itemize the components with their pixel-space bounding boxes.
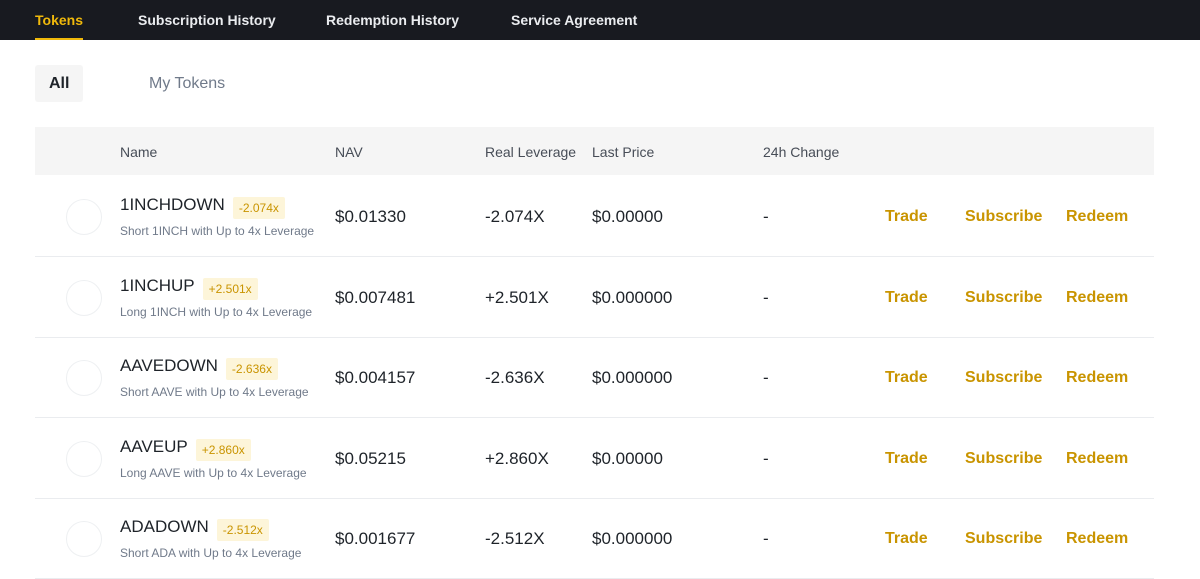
cell-change-24h: - (763, 529, 769, 549)
nav-tab[interactable]: Service Agreement (511, 12, 638, 28)
column-header: Name (120, 144, 158, 160)
cell-change-24h: - (763, 287, 769, 307)
token-icon (66, 279, 102, 316)
column-header: Last Price (592, 144, 655, 160)
cell-change-24h: - (763, 448, 769, 468)
cell-nav: $0.007481 (335, 287, 416, 307)
cell-real-leverage: -2.636X (485, 368, 545, 388)
token-name: AAVEUP (120, 436, 188, 456)
table-row (35, 337, 1154, 419)
cell-nav: $0.01330 (335, 207, 406, 226)
cell-real-leverage: +2.501X (485, 287, 549, 307)
row-action[interactable]: Redeem (1066, 530, 1129, 548)
token-icon (66, 199, 102, 235)
column-header: Real Leverage (485, 144, 577, 160)
table-row (35, 257, 1154, 338)
nav-tab[interactable]: Tokens (35, 12, 83, 40)
cell-real-leverage: -2.074X (485, 207, 545, 226)
cell-last-price: $0.000000 (592, 529, 673, 549)
row-action[interactable]: Subscribe (965, 208, 1043, 225)
table-header (35, 127, 1154, 175)
token-icon (66, 440, 102, 477)
token-description: Long 1INCH with Up to 4x Leverage (120, 304, 313, 319)
top-nav (0, 0, 1200, 40)
row-action[interactable]: Redeem (1066, 369, 1129, 387)
cell-real-leverage: -2.512X (485, 529, 545, 549)
row-action[interactable]: Trade (885, 288, 928, 306)
cell-nav: $0.004157 (335, 368, 416, 388)
token-description: Short ADA with Up to 4x Leverage (120, 546, 302, 561)
token-icon (66, 360, 102, 397)
cell-change-24h: - (763, 207, 769, 226)
nav-tab[interactable]: Redemption History (326, 12, 460, 28)
token-description: Long AAVE with Up to 4x Leverage (120, 465, 307, 480)
row-action[interactable]: Redeem (1066, 449, 1129, 467)
leverage-badge: -2.636x (225, 358, 278, 381)
token-name: 1INCHDOWN (120, 195, 225, 214)
row-action[interactable]: Trade (885, 530, 928, 548)
token-name: 1INCHUP (120, 275, 195, 295)
cell-nav: $0.05215 (335, 448, 406, 468)
token-name: ADADOWN (120, 517, 209, 537)
token-icon (66, 521, 102, 558)
cell-change-24h: - (763, 368, 769, 388)
column-header: 24h Change (763, 144, 840, 160)
nav-tab[interactable]: Subscription History (138, 12, 276, 28)
cell-nav: $0.001677 (335, 529, 416, 549)
token-description: Short 1INCH with Up to 4x Leverage (120, 224, 315, 238)
row-action[interactable]: Trade (885, 449, 928, 467)
filter-button[interactable]: My Tokens (149, 75, 226, 92)
cell-last-price: $0.00000 (592, 448, 663, 468)
cell-last-price: $0.000000 (592, 368, 673, 388)
token-description: Short AAVE with Up to 4x Leverage (120, 385, 309, 400)
column-header: NAV (335, 144, 363, 160)
row-action[interactable]: Subscribe (965, 288, 1043, 306)
row-action[interactable]: Trade (885, 369, 928, 387)
table-row (35, 418, 1154, 499)
row-action[interactable]: Subscribe (965, 369, 1043, 387)
leverage-badge: +2.860x (195, 438, 251, 461)
cell-last-price: $0.00000 (592, 207, 663, 226)
cell-real-leverage: +2.860X (485, 448, 549, 468)
row-action[interactable]: Redeem (1066, 288, 1129, 306)
token-name: AAVEDOWN (120, 356, 218, 376)
leverage-badge: +2.501x (202, 277, 258, 300)
leverage-badge: -2.512x (216, 519, 269, 542)
cell-last-price: $0.000000 (592, 287, 673, 307)
table-row (35, 176, 1154, 257)
row-action[interactable]: Subscribe (965, 449, 1043, 467)
row-action[interactable]: Subscribe (965, 530, 1043, 548)
row-action[interactable]: Trade (885, 208, 928, 225)
leverage-badge: -2.074x (232, 197, 285, 219)
row-action[interactable]: Redeem (1066, 208, 1129, 225)
filter-button[interactable]: All (35, 65, 84, 102)
